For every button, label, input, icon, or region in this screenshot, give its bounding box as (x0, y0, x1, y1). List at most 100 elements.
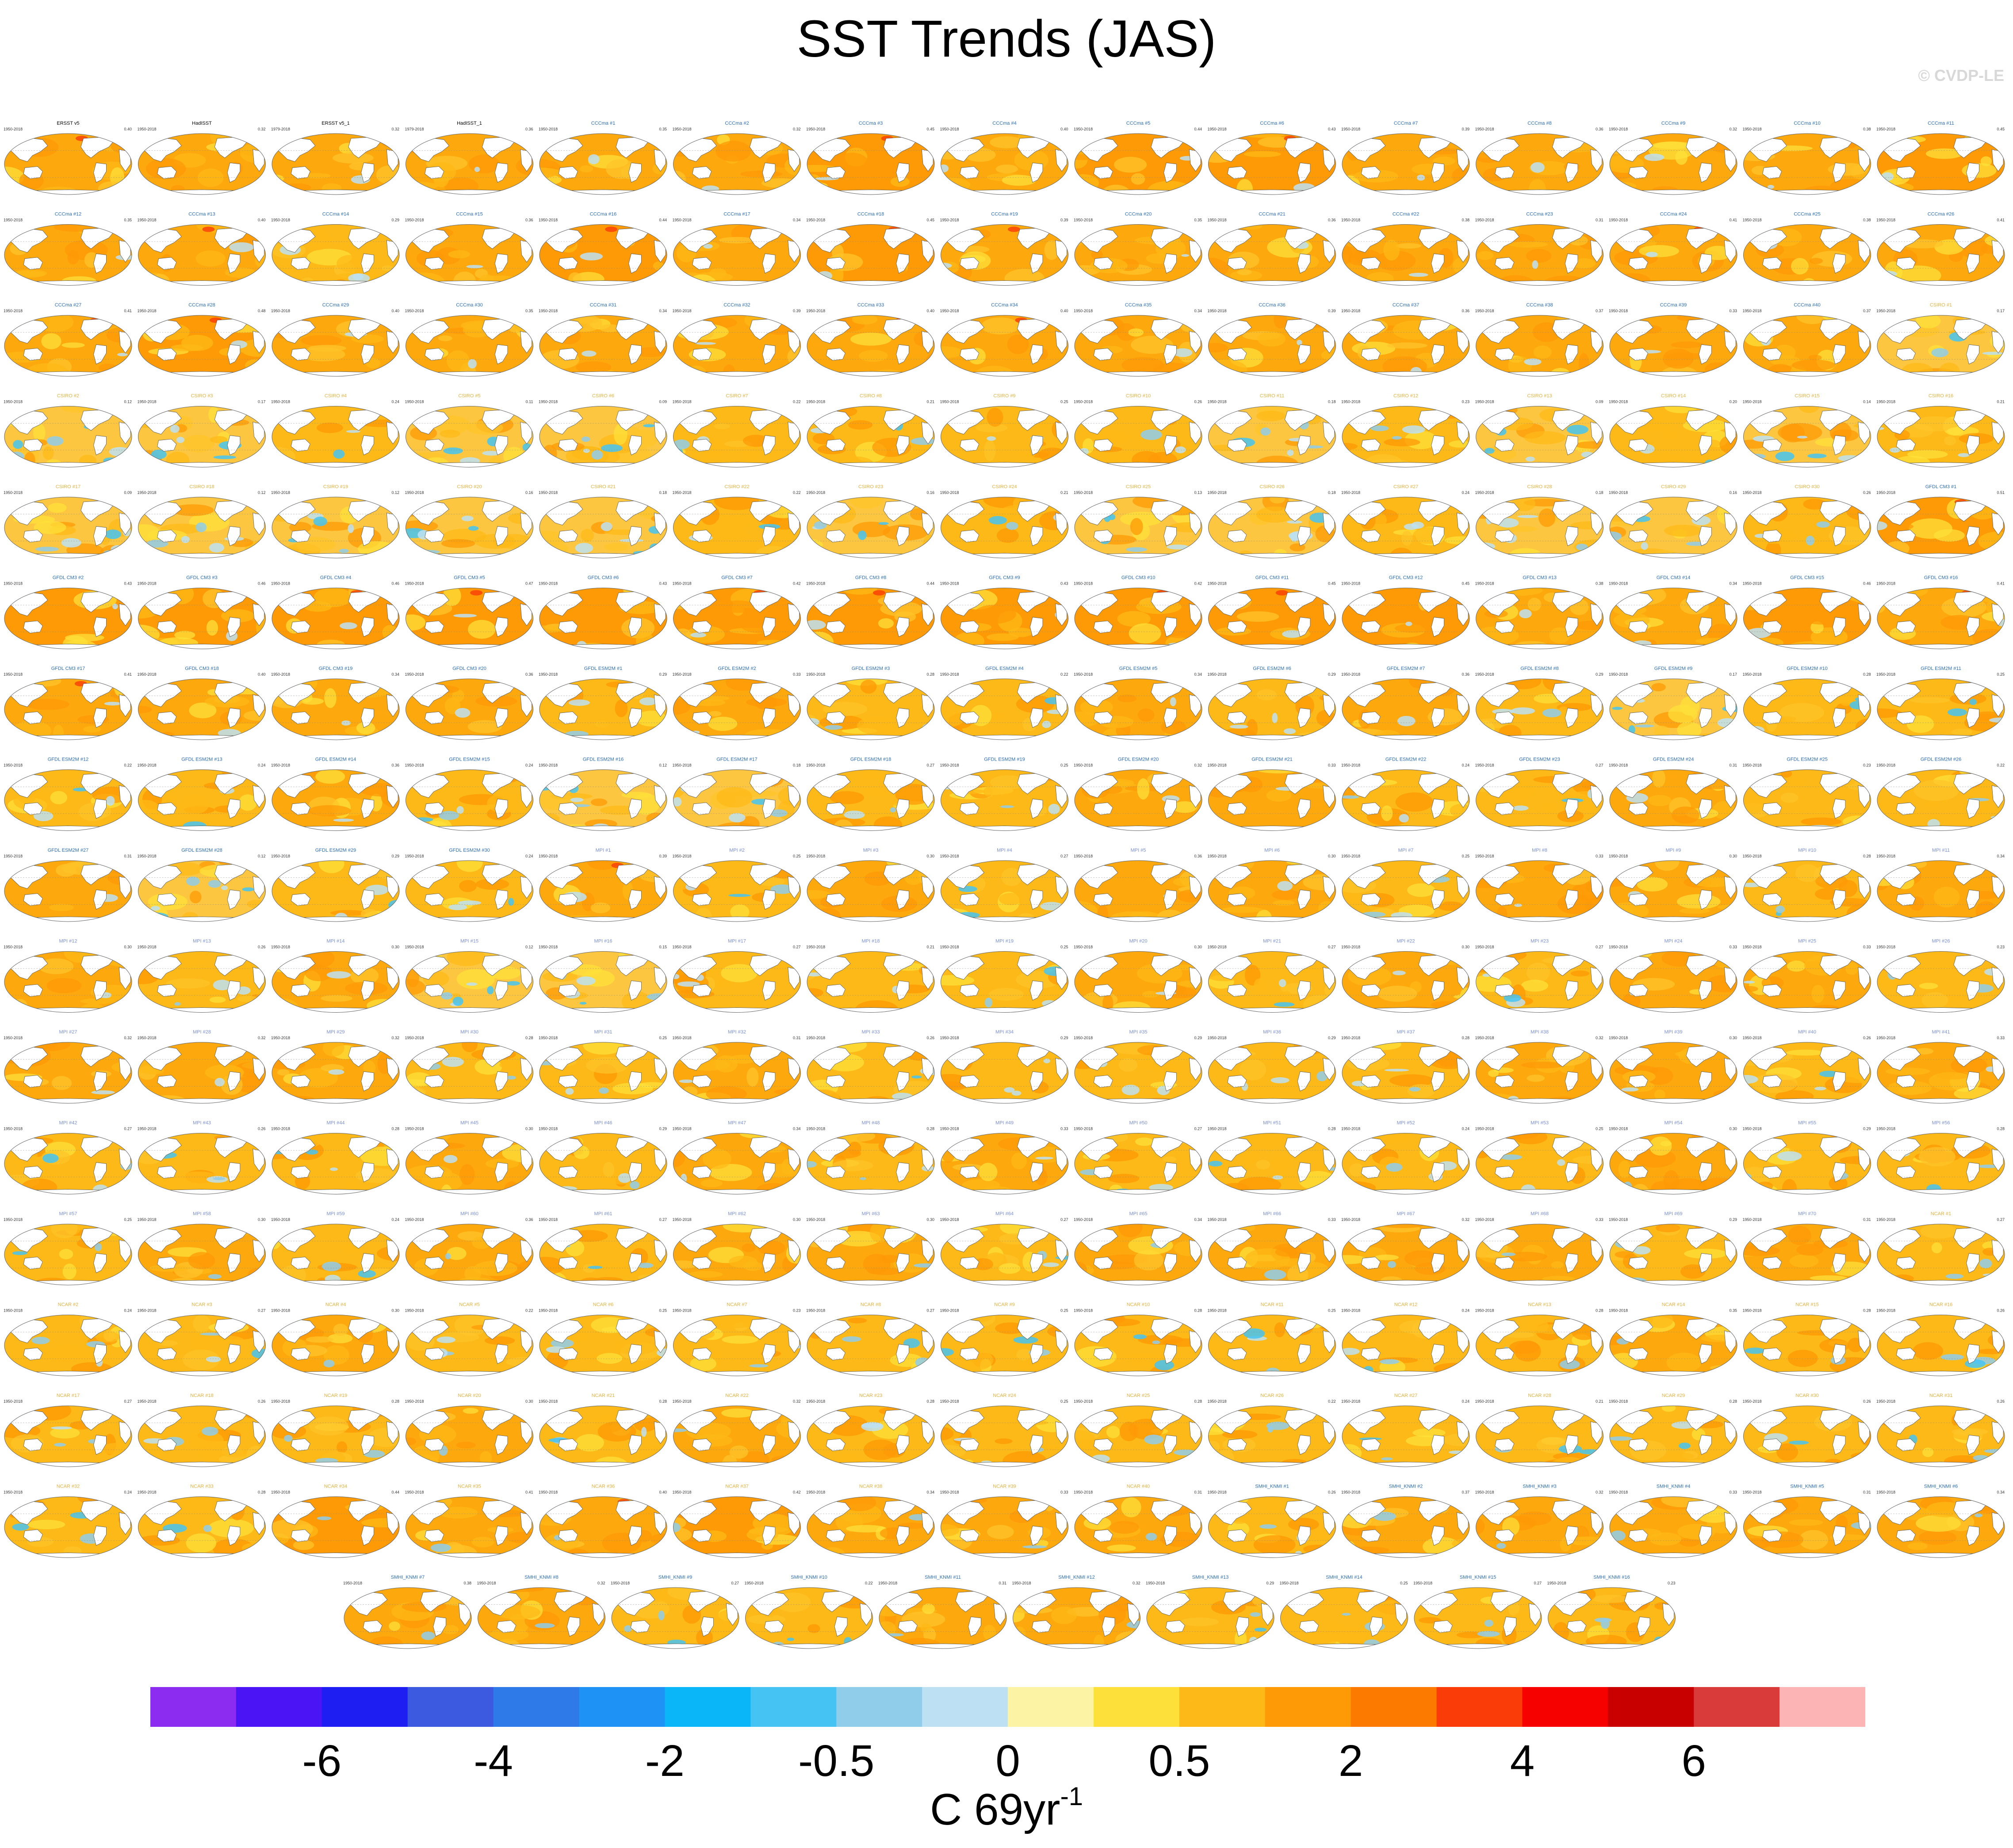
map-border (941, 315, 1068, 377)
map-border (1208, 951, 1336, 1013)
map-panel: CCCma #9 1950-2018 0.32 (1609, 121, 1737, 195)
panel-title: GFDL CM3 #4 (320, 575, 352, 581)
panel-period: 1950-2018 (1609, 1399, 1628, 1404)
panel-value: 0.36 (1328, 218, 1336, 222)
panel-value: 0.36 (525, 1217, 533, 1222)
map-panel: CSIRO #27 1950-2018 0.24 (1341, 484, 1470, 559)
panel-period: 1950-2018 (1341, 127, 1360, 131)
panel-title: NCAR #30 (1795, 1393, 1819, 1398)
map-border (1743, 224, 1871, 286)
map-border (138, 1496, 266, 1558)
panel-period: 1950-2018 (539, 490, 558, 495)
map-border (673, 769, 801, 831)
panel-title: MPI #44 (327, 1121, 345, 1126)
map-border (344, 1587, 472, 1649)
panel-title: CCCma #36 (1259, 302, 1286, 308)
panel-period: 1950-2018 (1341, 490, 1360, 495)
panel-value: 0.27 (926, 763, 934, 768)
panel-period: 1950-2018 (673, 1490, 692, 1495)
panel-period: 1950-2018 (1876, 127, 1895, 131)
map-panel: CSIRO #29 1950-2018 0.16 (1609, 484, 1737, 559)
map-border (941, 678, 1068, 740)
panel-value: 0.17 (258, 400, 266, 404)
map-panel: GFDL ESM2M #12 1950-2018 0.22 (4, 757, 132, 831)
map-border (4, 1405, 132, 1467)
map-border (1208, 1405, 1336, 1467)
map-panel: MPI #44 1950-2018 0.28 (271, 1121, 400, 1194)
panel-value: 0.30 (525, 1127, 533, 1131)
map-border (138, 224, 266, 286)
panel-period: 1950-2018 (1743, 1490, 1762, 1495)
panel-title: CSIRO #25 (1126, 484, 1151, 490)
map-border (1208, 1315, 1336, 1376)
map-panel: NCAR #23 1950-2018 0.28 (806, 1393, 935, 1467)
map-panel: NCAR #18 1950-2018 0.26 (138, 1393, 266, 1467)
panel-value: 0.27 (793, 945, 801, 949)
panel-value: 0.38 (463, 1581, 471, 1585)
panel-period: 1950-2018 (4, 1036, 23, 1040)
panel-value: 0.30 (1729, 1036, 1737, 1040)
panel-title: MPI #17 (728, 939, 746, 944)
map-panel: NCAR #29 1950-2018 0.28 (1609, 1393, 1737, 1467)
panel-period: 1950-2018 (271, 1490, 290, 1495)
panel-value: 0.29 (1194, 1036, 1202, 1040)
panel-title: CCCma #2 (725, 121, 749, 126)
panel-period: 1950-2018 (1341, 1036, 1360, 1040)
map-border (1476, 406, 1604, 467)
panel-period: 1950-2018 (673, 1217, 692, 1222)
panel-title: CSIRO #16 (1929, 394, 1953, 399)
panel-title: GFDL ESM2M #10 (1787, 666, 1828, 671)
map-border (1609, 1496, 1737, 1558)
panel-value: 0.14 (1863, 400, 1871, 404)
panel-title: GFDL ESM2M #8 (1520, 666, 1558, 671)
colorbar-units: C 69yr-1 (0, 1782, 2013, 1835)
panel-value: 0.39 (1462, 127, 1470, 131)
panel-value: 0.21 (1060, 490, 1068, 495)
panel-title: NCAR #23 (859, 1393, 883, 1398)
map-border (1609, 497, 1737, 559)
map-border (1609, 1405, 1737, 1467)
panel-period: 1950-2018 (539, 1127, 558, 1131)
panel-title: MPI #14 (327, 939, 345, 944)
panel-value: 0.41 (124, 672, 132, 677)
map-panel: CSIRO #8 1950-2018 0.21 (806, 394, 935, 467)
map-border (807, 1042, 935, 1104)
map-panel: NCAR #16 1950-2018 0.26 (1876, 1302, 2005, 1376)
panel-title: NCAR #39 (993, 1484, 1016, 1489)
panel-period: 1950-2018 (4, 1399, 23, 1404)
panel-value: 0.28 (926, 672, 934, 677)
panel-value: 0.35 (1729, 1309, 1737, 1313)
panel-title: GFDL ESM2M #26 (1921, 757, 1962, 762)
map-panel: CCCma #38 1950-2018 0.37 (1475, 302, 1604, 377)
panel-period: 1950-2018 (673, 1309, 692, 1313)
panel-period: 1950-2018 (1743, 309, 1762, 313)
colorbar-segment (1265, 1687, 1351, 1727)
panel-title: GFDL ESM2M #7 (1387, 666, 1425, 671)
map-border (4, 1315, 132, 1376)
panel-period: 1950-2018 (405, 945, 424, 949)
panel-value: 0.33 (1596, 854, 1604, 858)
panel-value: 0.36 (1194, 854, 1202, 858)
panel-title: NCAR #24 (993, 1393, 1016, 1398)
panel-period: 1950-2018 (1074, 1127, 1093, 1131)
panel-period: 1950-2018 (940, 1127, 959, 1131)
panel-period: 1950-2018 (539, 945, 558, 949)
map-border (1476, 224, 1604, 286)
panel-period: 1950-2018 (1876, 309, 1895, 313)
panel-title: CCCma #25 (1794, 212, 1821, 217)
panel-period: 1950-2018 (611, 1581, 630, 1585)
panel-period: 1950-2018 (1475, 582, 1494, 586)
colorbar-tick-label: 2 (1338, 1736, 1363, 1786)
panel-title: MPI #22 (1397, 939, 1415, 944)
map-panel: GFDL ESM2M #4 1950-2018 0.22 (940, 666, 1068, 740)
panel-period: 1950-2018 (878, 1581, 897, 1585)
map-border (4, 678, 132, 740)
panel-value: 0.33 (1863, 945, 1871, 949)
panel-title: NCAR #22 (725, 1393, 749, 1398)
panel-period: 1950-2018 (1609, 218, 1628, 222)
map-panel: MPI #33 1950-2018 0.26 (806, 1029, 935, 1104)
panel-title: GFDL ESM2M #18 (850, 757, 892, 762)
map-border (1476, 1042, 1604, 1104)
panel-value: 0.29 (1328, 672, 1336, 677)
panel-period: 1950-2018 (539, 582, 558, 586)
